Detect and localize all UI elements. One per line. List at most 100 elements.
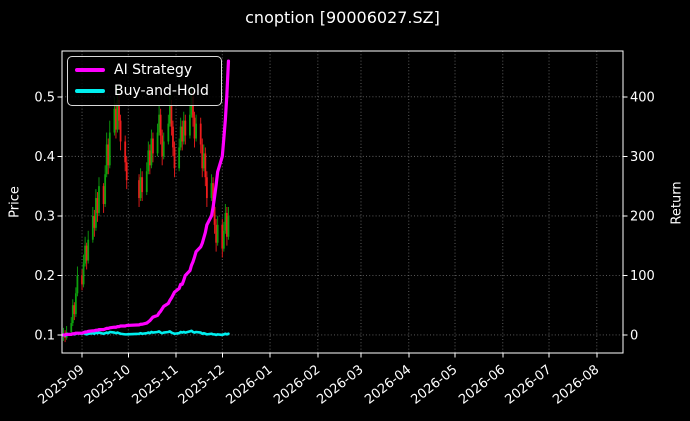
candle-body [179,126,182,148]
candle-body [145,171,148,193]
x-tick-label: 2025-11 [129,362,181,407]
x-tick-label: 2026-08 [550,362,602,407]
price-tick-label: 0.2 [34,269,55,284]
candle-body [216,224,219,243]
candle-body [213,206,216,225]
candle-body [192,96,194,118]
candle-body [202,153,205,169]
candle-body [212,183,214,207]
legend-label-buy-and-hold: Buy-and-Hold [114,83,209,99]
return-tick-label: 200 [630,209,655,224]
price-tick-label: 0.3 [34,209,55,224]
candle-body [173,147,176,169]
ai-strategy-line [61,59,231,337]
price-tick-label: 0.5 [34,90,55,105]
candle-body [93,215,96,228]
candle-body [178,147,181,169]
candle-body [84,245,87,264]
candle-body [222,230,225,249]
candle-body [182,120,185,142]
candle-body [71,305,74,324]
candle-body [195,123,197,139]
candle-body [167,123,170,142]
legend-item-ai-strategy: AI Strategy [75,62,209,78]
candle-body [85,245,88,261]
legend-label-ai-strategy: AI Strategy [114,62,193,78]
candle-body [161,135,164,157]
plot-border [61,50,624,354]
candle-body [226,212,228,237]
candle-body [170,105,173,127]
candle-body [118,99,120,121]
x-tick-label: 2025-10 [82,362,134,407]
candle-body [181,126,184,142]
x-tick-label: 2026-07 [502,362,554,407]
candle-body [168,105,171,124]
candle-body [76,275,79,294]
legend-item-buy-and-hold: Buy-and-Hold [75,83,209,99]
candle-body [81,275,83,285]
candle-body [152,138,154,154]
candle-body [95,198,97,228]
buy-and-hold-line [62,329,230,337]
candle-body [96,198,99,213]
x-tick-label: 2026-02 [271,362,323,407]
candle-body [73,305,76,315]
candle-body [124,141,127,163]
candle-body [138,180,140,199]
candle-body [227,215,230,237]
candle-body [224,212,227,231]
candle-body [141,177,144,193]
candle-body [158,114,160,133]
candle-body [201,144,204,169]
candle-body [119,120,122,142]
x-tick-label: 2026-06 [456,362,508,407]
candle-body [210,183,213,199]
x-tick-label: 2026-01 [223,362,275,407]
candle-body [104,174,107,204]
candle-body [204,153,207,178]
return-tick-label: 100 [630,269,655,284]
price-tick-label: 0.4 [34,150,55,165]
candle-body [215,224,218,243]
candle-body [70,323,73,332]
x-tick-label: 2025-09 [35,362,87,407]
chart-title: cnoption [90006027.SZ] [245,8,440,27]
candle-body [184,120,187,136]
candle-body [116,99,119,130]
candle-body [113,108,116,133]
price-tick-label: 0.1 [34,328,55,343]
candle-body [107,144,110,166]
return-tick-label: 400 [630,90,655,105]
x-tick-label: 2026-03 [314,362,366,407]
candle-body [139,177,142,199]
candle-body [205,177,208,199]
candle-body [125,162,128,181]
candle-body [159,114,162,136]
candle-body [193,117,196,139]
candle-body [82,263,85,285]
candle-body [172,126,174,148]
candle-body [221,224,224,249]
candle-body [91,215,94,240]
candle-body [147,150,150,172]
x-tick-label: 2026-05 [408,362,460,407]
legend: AI Strategy Buy-and-Hold [67,56,222,106]
ai-strategy-line-swatch [75,68,105,72]
candle-body [74,293,77,315]
candle-body [150,138,153,166]
x-tick-label: 2025-12 [176,362,228,407]
candle-body [115,108,117,130]
candle-body [87,239,90,261]
candle-body [105,144,108,175]
candle-body [156,132,159,154]
candle-body [189,114,191,136]
return-tick-label: 300 [630,150,655,165]
x-tick-label: 2026-04 [362,362,414,407]
candle-body [199,123,202,145]
candle-body [102,186,105,204]
buy-and-hold-line-swatch [75,89,105,93]
candle-body [148,150,151,166]
